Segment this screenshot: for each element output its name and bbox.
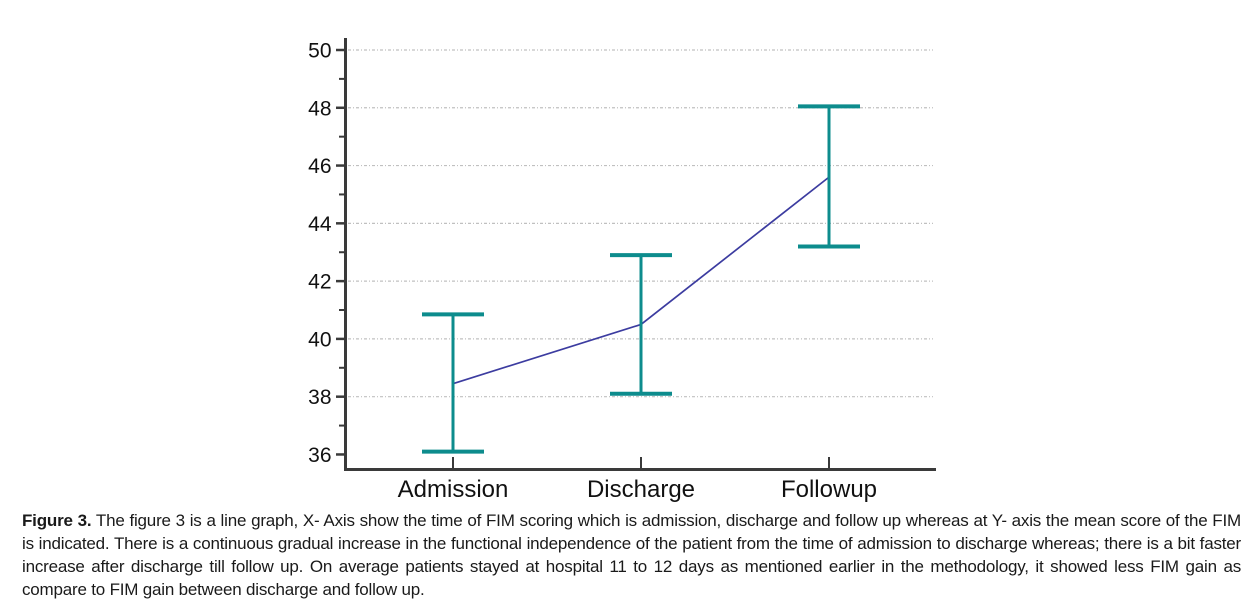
- y-tick-label: 48: [308, 97, 331, 120]
- x-tick-label: Followup: [781, 476, 877, 503]
- y-tick-label: 36: [308, 444, 331, 467]
- figure-caption-label: Figure 3.: [22, 511, 92, 530]
- y-tick-label: 38: [308, 386, 331, 409]
- fim-line-chart: 36 38 40 42 44 46 48 50 Admission Discharge Follow…: [308, 38, 936, 503]
- figure-caption-text: The figure 3 is a line graph, X- Axis sh…: [22, 511, 1241, 599]
- figure-caption: Figure 3. The figure 3 is a line graph, …: [22, 509, 1241, 601]
- y-tick-label: 40: [308, 328, 331, 351]
- x-tick-label: Discharge: [587, 476, 695, 503]
- y-tick-label: 46: [308, 155, 331, 178]
- y-tick-label: 50: [308, 40, 331, 63]
- x-tick-label: Admission: [398, 476, 509, 503]
- y-tick-label: 44: [308, 213, 332, 236]
- y-tick-label: 42: [308, 271, 331, 294]
